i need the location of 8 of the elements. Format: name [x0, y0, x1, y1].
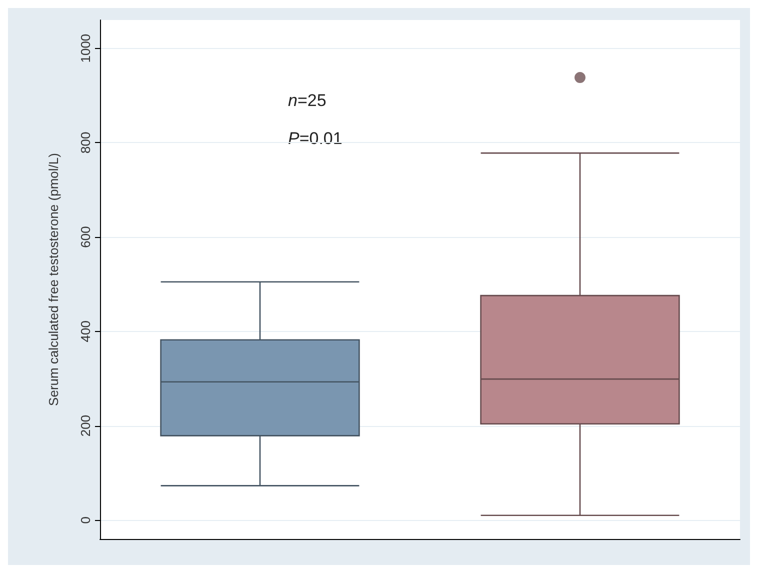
y-tick-label: 1000 — [78, 34, 93, 63]
y-tick-label: 600 — [78, 226, 93, 248]
y-tick-label: 0 — [78, 516, 93, 524]
y-axis-title: Serum calculated free testosterone (pmol/L) — [46, 153, 61, 406]
y-tick-label: 200 — [78, 414, 93, 437]
annotation: n=25 — [288, 91, 326, 110]
y-tick-label: 800 — [78, 132, 93, 154]
y-tick-label: 400 — [78, 320, 93, 342]
